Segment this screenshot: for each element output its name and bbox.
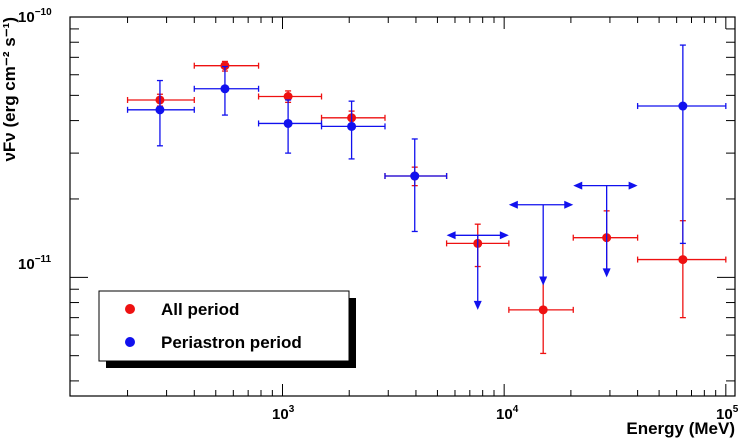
legend-marker-all-period bbox=[125, 304, 135, 314]
x-axis-title: Energy (MeV) bbox=[626, 419, 735, 438]
upper-limit-arrow-right bbox=[564, 200, 574, 209]
data-point bbox=[347, 121, 357, 131]
legend-marker-periastron-period bbox=[125, 337, 135, 347]
data-point bbox=[283, 118, 293, 128]
plot-frame bbox=[69, 16, 736, 397]
upper-limit-arrow-down bbox=[473, 300, 482, 310]
legend: All period Periastron period bbox=[98, 290, 356, 368]
upper-limit-arrow-down bbox=[539, 276, 548, 286]
data-point bbox=[678, 255, 688, 265]
data-point bbox=[220, 61, 230, 71]
upper-limit-arrow-right bbox=[628, 181, 638, 190]
data-layer bbox=[126, 44, 727, 355]
data-point bbox=[283, 91, 293, 101]
upper-limit-arrow-left bbox=[446, 231, 456, 240]
y-axis-title: νFν (erg cm⁻² s⁻¹) bbox=[0, 17, 19, 162]
x-tick-label: 104 bbox=[496, 404, 519, 423]
data-point bbox=[220, 84, 230, 94]
axis-ticks bbox=[70, 16, 735, 396]
x-tick-label: 103 bbox=[272, 404, 295, 423]
legend-label-all-period: All period bbox=[161, 300, 239, 319]
upper-limit-arrow-left bbox=[508, 200, 518, 209]
upper-limit-arrow-left bbox=[573, 181, 583, 190]
x-tick-label: 105 bbox=[716, 404, 739, 423]
upper-limit-arrow-down bbox=[602, 268, 611, 278]
data-point bbox=[155, 105, 165, 115]
upper-limit-arrow-right bbox=[499, 231, 509, 240]
series-periastron-period bbox=[126, 44, 727, 310]
y-tick-label: 10−11 bbox=[18, 254, 52, 273]
legend-label-periastron-period: Periastron period bbox=[161, 333, 302, 352]
y-tick-label: 10−10 bbox=[18, 7, 52, 26]
data-point bbox=[410, 171, 420, 181]
data-point bbox=[678, 101, 688, 111]
data-point bbox=[538, 305, 548, 315]
legend-box bbox=[98, 290, 350, 362]
